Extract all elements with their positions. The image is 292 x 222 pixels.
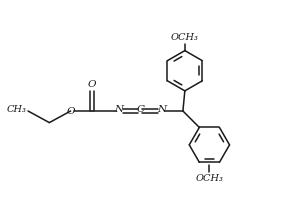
Text: C: C bbox=[136, 105, 144, 114]
Text: OCH₃: OCH₃ bbox=[171, 33, 199, 42]
Text: N: N bbox=[114, 105, 124, 114]
Text: O: O bbox=[67, 107, 75, 115]
Text: O: O bbox=[88, 79, 96, 89]
Text: CH₃: CH₃ bbox=[6, 105, 26, 114]
Text: OCH₃: OCH₃ bbox=[195, 174, 223, 182]
Text: N: N bbox=[157, 105, 166, 114]
